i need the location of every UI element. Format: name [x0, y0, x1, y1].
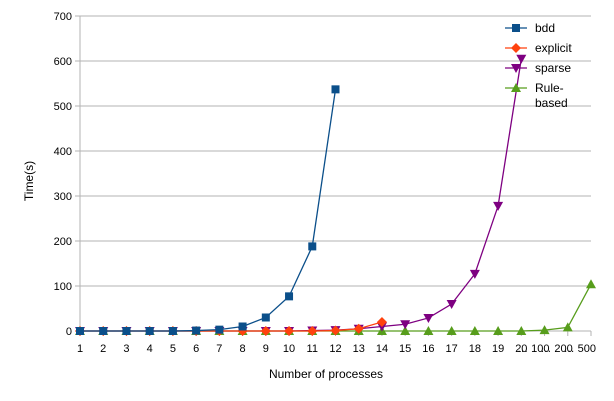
rule-based-point — [469, 326, 480, 335]
explicit-point — [330, 325, 341, 336]
sparse-point — [469, 269, 480, 279]
explicit-point — [307, 326, 318, 336]
x-tick-label: 14 — [376, 343, 388, 355]
x-tick-label: 12 — [329, 343, 341, 355]
bdd-point — [308, 242, 317, 251]
bdd-point — [145, 327, 154, 335]
x-tick-label: … 100 — [517, 343, 549, 355]
rule-based-point — [446, 326, 457, 335]
x-tick-label: 8 — [240, 343, 246, 355]
legend-marker — [511, 43, 521, 53]
bdd-line — [80, 89, 337, 332]
legend-label: sparse — [535, 61, 571, 75]
x-tick-label: 17 — [446, 343, 458, 355]
legend-label: explicit — [535, 41, 572, 55]
x-tick-label: 6 — [193, 343, 199, 355]
x-tick-label: 18 — [469, 343, 481, 355]
rule-based-point — [562, 322, 573, 332]
legend-item-rule-based: Rule-based — [505, 81, 568, 110]
x-tick-label: 16 — [422, 343, 434, 355]
explicit-point — [260, 326, 271, 336]
y-tick-label: 0 — [66, 326, 72, 338]
legend-item-explicit: explicit — [505, 41, 572, 55]
x-tick-label: 20 — [515, 343, 527, 355]
legend-label: bdd — [535, 21, 555, 35]
legend-item-sparse: sparse — [505, 61, 571, 75]
legend-item-bdd: bdd — [505, 21, 555, 35]
y-tick-label: 100 — [54, 281, 72, 293]
x-tick-label: 1 — [77, 343, 83, 355]
x-tick-label: 11 — [307, 343, 318, 355]
series-sparse — [75, 54, 527, 336]
legend-label: Rule-based — [535, 81, 568, 110]
rule-based-point — [539, 325, 550, 335]
legend-marker — [511, 83, 521, 92]
rule-based-line — [80, 283, 592, 332]
y-tick-label: 200 — [54, 236, 72, 248]
legend: bdd explicit sparse Rule-based — [505, 21, 572, 110]
sparse-point — [446, 300, 457, 309]
x-tick-label: 7 — [216, 343, 222, 355]
series-bdd — [76, 85, 340, 335]
x-tick-label: 15 — [399, 343, 411, 355]
x-tick-label: 4 — [147, 343, 153, 355]
rule-based-point — [400, 326, 411, 335]
x-tick-label: 9 — [263, 343, 269, 355]
y-tick-labels: 0 100 200 300 400 500 600 700 — [54, 11, 72, 338]
bdd-point — [215, 325, 224, 334]
explicit-point — [376, 317, 387, 327]
explicit-point — [353, 323, 364, 334]
bdd-point — [261, 313, 270, 322]
sparse-point — [516, 54, 527, 64]
bdd-point — [99, 327, 108, 335]
y-axis-title: Time(s) — [22, 161, 36, 201]
x-tick-label: 13 — [353, 343, 365, 355]
rule-based-point — [586, 279, 596, 289]
bdd-point — [122, 327, 131, 335]
series-lines — [75, 54, 596, 336]
x-axis-title: Number of processes — [269, 367, 383, 381]
legend-marker — [511, 64, 521, 73]
sparse-line — [80, 58, 522, 332]
bdd-point — [76, 327, 84, 335]
x-tick-label: … 200 — [540, 343, 572, 355]
x-tick-label: 2 — [100, 343, 106, 355]
sparse-point — [423, 313, 434, 323]
x-tick-label: 10 — [283, 343, 295, 355]
y-tick-label: 400 — [54, 146, 72, 158]
gridlines — [80, 15, 591, 332]
explicit-point — [284, 326, 295, 336]
x-tick-labels: 1 2 3 4 5 6 7 8 9 10 11 12 13 14 15 16 17 18 19 20… 100… 20… — [77, 343, 596, 355]
rule-based-point — [493, 326, 504, 335]
sparse-point — [400, 320, 411, 330]
x-tick-label: … 500 — [564, 343, 596, 355]
sparse-point — [493, 201, 504, 211]
rule-based-point — [516, 326, 527, 335]
bdd-point — [238, 322, 247, 331]
y-tick-label: 700 — [54, 11, 72, 23]
x-tick-label: 19 — [492, 343, 504, 355]
y-tick-label: 300 — [54, 191, 72, 203]
bdd-point — [192, 326, 201, 335]
x-tick-label: 5 — [170, 343, 176, 355]
rule-based-point — [423, 326, 434, 335]
bdd-point — [285, 292, 294, 301]
x-tick-label: 3 — [123, 343, 129, 355]
bdd-point — [168, 327, 177, 335]
y-tick-label: 500 — [54, 101, 72, 113]
bdd-point — [331, 85, 340, 94]
y-tick-label: 600 — [54, 56, 72, 68]
legend-marker — [512, 24, 520, 32]
